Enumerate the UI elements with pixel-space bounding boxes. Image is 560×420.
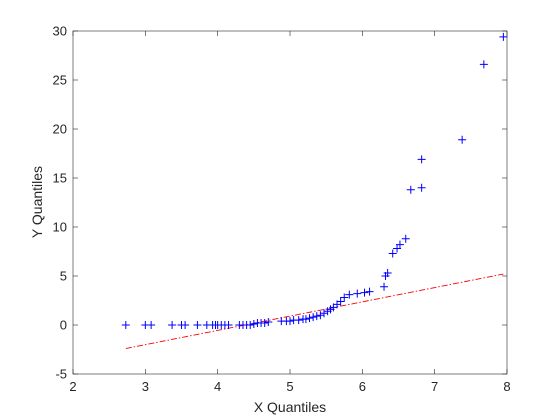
data-point — [316, 311, 325, 320]
y-tick-label: 25 — [53, 73, 67, 88]
axes: 2 3 4 5 6 7 8 -5 0 5 10 15 20 25 30 — [53, 24, 511, 395]
y-tick-label: 10 — [53, 220, 67, 235]
x-tick-label: 5 — [286, 379, 293, 394]
data-point — [309, 313, 318, 322]
x-tick-label: 6 — [359, 379, 366, 394]
x-tick-label: 3 — [142, 379, 149, 394]
data-point — [360, 288, 369, 297]
x-tick-label: 8 — [503, 379, 510, 394]
data-point — [365, 287, 374, 296]
data-point — [417, 155, 426, 164]
data-point — [260, 319, 269, 328]
data-point — [193, 321, 202, 329]
y-axis-label: Y Quantiles — [29, 166, 45, 238]
x-axis-label: X Quantiles — [254, 399, 326, 415]
marker-layer — [121, 32, 508, 329]
y-tick-label: 20 — [53, 122, 67, 137]
data-point — [406, 185, 415, 194]
data-point — [294, 316, 303, 325]
data-point — [458, 135, 467, 144]
y-tick-label: 30 — [53, 24, 67, 39]
plot-area — [73, 31, 507, 374]
reference-line — [125, 273, 504, 349]
data-point — [264, 318, 273, 327]
data-point — [147, 321, 156, 329]
axes-background — [73, 31, 507, 374]
y-tick-label: 5 — [60, 269, 67, 284]
data-point — [345, 290, 354, 299]
data-point — [249, 320, 258, 329]
data-point — [383, 269, 392, 278]
y-tick-label: 0 — [60, 318, 67, 333]
y-tick-label: 15 — [53, 171, 67, 186]
data-point — [286, 317, 294, 326]
x-tick-label: 7 — [431, 379, 438, 394]
data-point — [336, 297, 345, 306]
data-point — [499, 32, 508, 41]
data-point — [305, 314, 314, 323]
data-point — [353, 289, 362, 298]
data-point — [319, 309, 328, 318]
data-point — [312, 312, 321, 321]
data-point — [388, 249, 397, 258]
data-point — [380, 282, 389, 291]
x-tick-label: 4 — [214, 379, 221, 394]
data-point — [479, 60, 488, 69]
y-tick-label: -5 — [55, 367, 67, 382]
data-point — [168, 321, 177, 329]
data-point — [401, 234, 410, 243]
data-point — [395, 240, 404, 249]
data-point — [340, 293, 349, 302]
data-point — [224, 321, 233, 329]
reference-line-layer — [125, 273, 504, 349]
data-point — [121, 321, 130, 329]
data-point — [417, 183, 426, 192]
data-point — [246, 321, 255, 329]
x-tick-label: 2 — [69, 379, 76, 394]
data-point — [301, 315, 310, 324]
data-point — [181, 321, 190, 329]
